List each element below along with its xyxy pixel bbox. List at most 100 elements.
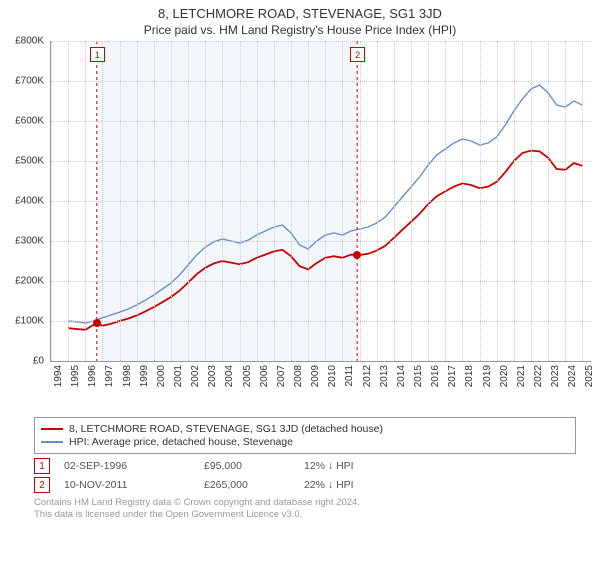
sale-date: 02-SEP-1996 [64, 460, 204, 472]
gridline-v [531, 41, 532, 361]
gridline-v [205, 41, 206, 361]
gridline-v [582, 41, 583, 361]
plot-region: 12 [50, 41, 591, 362]
gridline-h [51, 41, 591, 42]
gridline-v [411, 41, 412, 361]
gridline-v [154, 41, 155, 361]
gridline-h [51, 81, 591, 82]
x-tick-label: 1997 [104, 365, 115, 387]
x-tick-label: 2023 [550, 365, 561, 387]
sale-dot [353, 251, 361, 259]
gridline-h [51, 201, 591, 202]
x-tick-label: 2019 [482, 365, 493, 387]
y-tick-label: £600K [15, 116, 44, 127]
x-tick-label: 1998 [122, 365, 133, 387]
x-tick-label: 2025 [584, 365, 595, 387]
gridline-v [137, 41, 138, 361]
legend-swatch-hpi [41, 441, 63, 443]
y-tick-label: £200K [15, 276, 44, 287]
gridline-h [51, 121, 591, 122]
sale-row: 102-SEP-1996£95,00012% ↓ HPI [34, 458, 600, 474]
legend-label-hpi: HPI: Average price, detached house, Stev… [69, 436, 293, 448]
gridline-v [257, 41, 258, 361]
sale-marker-label: 2 [350, 47, 365, 62]
gridline-v [497, 41, 498, 361]
gridline-v [462, 41, 463, 361]
gridline-h [51, 281, 591, 282]
gridline-v [171, 41, 172, 361]
y-tick-label: £0 [33, 356, 44, 367]
gridline-v [274, 41, 275, 361]
x-axis-labels: 1994 1995 1996 1997 1998 1999 2000 2001 2002 2003… [50, 365, 590, 425]
sale-row: 210-NOV-2011£265,00022% ↓ HPI [34, 477, 600, 493]
x-tick-label: 2012 [362, 365, 373, 387]
y-tick-label: £400K [15, 196, 44, 207]
gridline-v [548, 41, 549, 361]
chart-subtitle: Price paid vs. HM Land Registry's House … [0, 23, 600, 37]
gridline-v [360, 41, 361, 361]
x-tick-label: 2004 [224, 365, 235, 387]
x-tick-label: 2000 [156, 365, 167, 387]
gridline-v [342, 41, 343, 361]
x-tick-label: 2011 [344, 365, 355, 387]
x-tick-label: 1996 [87, 365, 98, 387]
x-tick-label: 2001 [173, 365, 184, 387]
gridline-v [377, 41, 378, 361]
gridline-v [291, 41, 292, 361]
sale-delta: 22% ↓ HPI [304, 479, 424, 491]
footer-line1: Contains HM Land Registry data © Crown c… [34, 497, 576, 509]
x-tick-label: 2021 [516, 365, 527, 387]
gridline-v [445, 41, 446, 361]
gridline-v [325, 41, 326, 361]
gridline-h [51, 321, 591, 322]
footer: Contains HM Land Registry data © Crown c… [34, 497, 576, 522]
x-tick-label: 2009 [310, 365, 321, 387]
x-tick-label: 2010 [327, 365, 338, 387]
sale-marker-label: 1 [90, 47, 105, 62]
sale-price: £265,000 [204, 479, 304, 491]
x-tick-label: 2014 [396, 365, 407, 387]
gridline-v [120, 41, 121, 361]
x-tick-label: 2016 [430, 365, 441, 387]
y-tick-label: £700K [15, 76, 44, 87]
gridline-v [68, 41, 69, 361]
x-tick-label: 2017 [447, 365, 458, 387]
x-tick-label: 2015 [413, 365, 424, 387]
x-tick-label: 1995 [70, 365, 81, 387]
x-tick-label: 2024 [567, 365, 578, 387]
gridline-v [85, 41, 86, 361]
x-tick-label: 2002 [190, 365, 201, 387]
gridline-v [394, 41, 395, 361]
y-axis-labels: £0£100K£200K£300K£400K£500K£600K£700K£80… [2, 41, 46, 361]
legend-item-hpi: HPI: Average price, detached house, Stev… [41, 436, 569, 448]
y-tick-label: £100K [15, 316, 44, 327]
x-tick-label: 2008 [293, 365, 304, 387]
x-tick-label: 1999 [139, 365, 150, 387]
x-tick-label: 2007 [276, 365, 287, 387]
footer-line2: This data is licensed under the Open Gov… [34, 509, 576, 521]
gridline-v [428, 41, 429, 361]
sale-idx-badge: 2 [34, 477, 50, 493]
x-tick-label: 2013 [379, 365, 390, 387]
gridline-v [222, 41, 223, 361]
gridline-v [51, 41, 52, 361]
gridline-v [565, 41, 566, 361]
sales-list: 102-SEP-1996£95,00012% ↓ HPI210-NOV-2011… [0, 458, 600, 493]
gridline-h [51, 161, 591, 162]
gridline-v [240, 41, 241, 361]
gridline-v [102, 41, 103, 361]
chart-area: £0£100K£200K£300K£400K£500K£600K£700K£80… [50, 41, 590, 391]
gridline-v [480, 41, 481, 361]
y-tick-label: £800K [15, 36, 44, 47]
gridline-v [514, 41, 515, 361]
x-tick-label: 2003 [207, 365, 218, 387]
y-tick-label: £300K [15, 236, 44, 247]
chart-title: 8, LETCHMORE ROAD, STEVENAGE, SG1 3JD [0, 6, 600, 21]
legend-swatch-property [41, 428, 63, 430]
sale-price: £95,000 [204, 460, 304, 472]
x-tick-label: 2006 [259, 365, 270, 387]
x-tick-label: 2022 [533, 365, 544, 387]
x-tick-label: 1994 [53, 365, 64, 387]
gridline-h [51, 241, 591, 242]
sale-delta: 12% ↓ HPI [304, 460, 424, 472]
